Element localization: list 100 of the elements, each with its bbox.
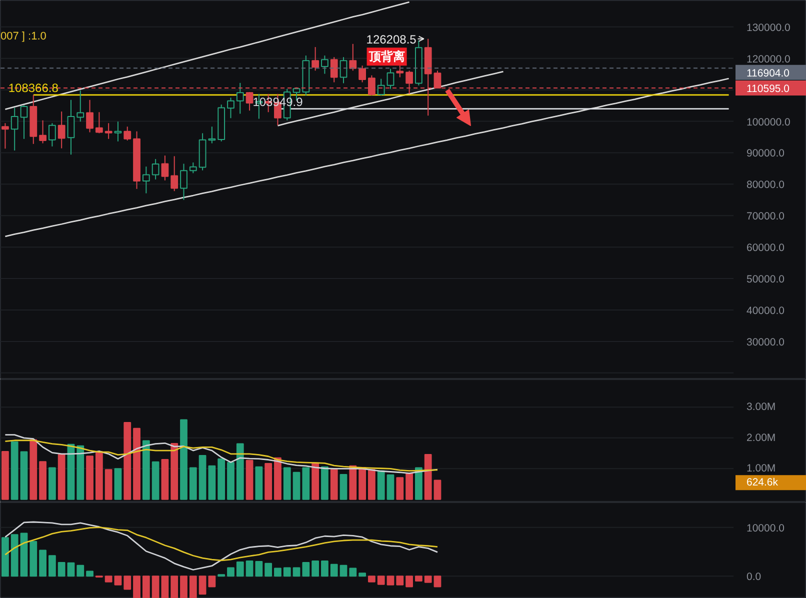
bar xyxy=(170,576,178,598)
ref-line-label: 110595.0 xyxy=(746,82,790,95)
bar xyxy=(312,462,320,500)
bar xyxy=(358,466,366,500)
bar xyxy=(152,576,160,598)
bar xyxy=(396,477,404,500)
bar xyxy=(292,567,300,577)
candlestick xyxy=(377,78,385,96)
bar xyxy=(30,439,38,500)
y-tick-label: 120000.0 xyxy=(746,53,790,66)
y-tick-label: 2.00M xyxy=(746,432,776,444)
bar xyxy=(292,472,300,500)
bar xyxy=(218,458,226,500)
candlestick xyxy=(76,90,84,122)
bar xyxy=(236,443,244,500)
bar xyxy=(161,576,169,598)
bar xyxy=(349,568,357,577)
bar xyxy=(2,537,9,577)
bar xyxy=(30,540,38,577)
bar xyxy=(20,532,28,577)
bar xyxy=(39,461,46,500)
bar xyxy=(424,576,432,583)
line-series xyxy=(4,434,438,474)
bar xyxy=(2,450,9,500)
bar xyxy=(208,465,216,500)
candlestick xyxy=(236,82,244,114)
bar xyxy=(76,564,84,577)
bar xyxy=(227,567,234,577)
candlestick xyxy=(161,155,169,181)
bar xyxy=(152,461,160,500)
candlestick xyxy=(2,122,9,150)
bar xyxy=(142,440,150,500)
bar xyxy=(48,467,56,500)
candlestick xyxy=(386,68,394,90)
y-tick-label: 10000.0 xyxy=(746,522,785,534)
bar xyxy=(406,472,413,500)
bar xyxy=(321,466,328,500)
y-tick-label: 90000.0 xyxy=(746,148,785,160)
bar xyxy=(236,561,244,577)
y-tick-label: 1.00M xyxy=(746,462,776,475)
bar xyxy=(104,576,112,582)
candlestick xyxy=(321,55,328,74)
bar xyxy=(180,576,188,598)
bar xyxy=(39,550,46,577)
bar xyxy=(189,467,197,500)
bar xyxy=(414,576,422,582)
bar xyxy=(264,462,272,500)
bar xyxy=(20,451,28,500)
y-tick-label: 70000.0 xyxy=(746,210,785,223)
bar xyxy=(48,555,56,577)
line-series xyxy=(4,440,438,472)
bar xyxy=(321,560,328,577)
bar xyxy=(377,470,385,500)
candlestick xyxy=(124,126,132,141)
text: 126208.5 xyxy=(366,32,416,46)
y-tick-label: 80000.0 xyxy=(746,179,785,192)
candlestick xyxy=(104,122,112,140)
y-tick-label: 130000.0 xyxy=(746,22,790,34)
bar xyxy=(124,422,132,500)
candlestick xyxy=(39,120,46,144)
candlestick xyxy=(67,99,75,156)
bar xyxy=(76,445,84,500)
candlestick xyxy=(349,43,357,72)
candlestick xyxy=(152,158,160,180)
candlestick xyxy=(246,92,254,112)
candlestick xyxy=(227,97,234,119)
candlestick xyxy=(358,65,366,83)
bar xyxy=(142,576,150,598)
bar xyxy=(133,428,140,500)
ref-line-label: 116904.0 xyxy=(746,67,790,80)
bar xyxy=(386,576,394,586)
candlestick xyxy=(189,162,197,174)
y-tick-label: 100000.0 xyxy=(746,116,790,128)
annotation: 顶背离 xyxy=(368,50,405,64)
annotation: 007 ] :1.0 xyxy=(0,30,46,43)
bar xyxy=(86,456,94,500)
bar xyxy=(330,469,338,500)
data-label: 108366.8 xyxy=(8,80,59,95)
candlestick xyxy=(170,156,178,192)
bar xyxy=(114,576,122,586)
bar xyxy=(406,576,413,588)
bar xyxy=(368,576,376,582)
candlestick xyxy=(312,46,320,72)
bar xyxy=(189,576,197,598)
candlestick xyxy=(58,111,66,149)
bar xyxy=(340,564,348,577)
bar xyxy=(198,576,206,595)
bar xyxy=(95,450,103,500)
bar xyxy=(312,560,320,577)
bar xyxy=(283,467,291,500)
candlestick xyxy=(340,56,348,84)
bar xyxy=(396,576,404,586)
bar xyxy=(274,457,282,500)
y-tick-label: 3.00M xyxy=(746,401,776,414)
bar xyxy=(368,469,376,500)
bar xyxy=(414,467,422,500)
bar xyxy=(274,568,282,577)
candlestick xyxy=(114,121,122,142)
y-tick-label: 40000.0 xyxy=(746,304,785,317)
bar xyxy=(10,441,18,500)
